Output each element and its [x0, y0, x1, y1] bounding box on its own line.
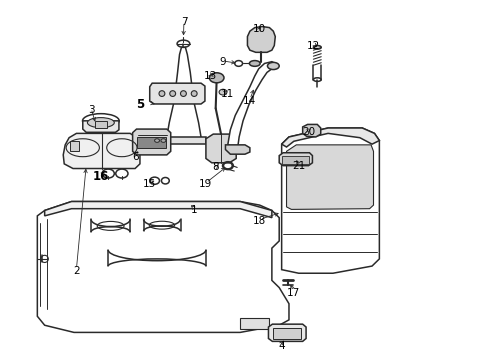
Polygon shape: [303, 125, 321, 137]
Text: 14: 14: [243, 96, 256, 106]
Text: 2: 2: [73, 266, 80, 276]
Text: 17: 17: [287, 288, 300, 298]
Polygon shape: [225, 145, 250, 154]
Polygon shape: [287, 145, 373, 210]
Polygon shape: [45, 202, 272, 218]
Polygon shape: [206, 134, 236, 163]
Text: 15: 15: [143, 179, 156, 189]
Ellipse shape: [191, 91, 197, 96]
Text: 21: 21: [292, 161, 305, 171]
Text: 6: 6: [132, 152, 138, 162]
Ellipse shape: [159, 91, 165, 96]
Text: 12: 12: [307, 41, 320, 50]
Text: 11: 11: [221, 89, 235, 99]
Polygon shape: [279, 153, 313, 166]
Text: 8: 8: [212, 162, 219, 172]
Text: 19: 19: [199, 179, 213, 189]
Bar: [240, 318, 270, 329]
Text: 5: 5: [136, 98, 144, 111]
Ellipse shape: [219, 89, 227, 95]
Text: 10: 10: [253, 24, 266, 35]
Bar: [282, 156, 310, 164]
Text: 18: 18: [253, 216, 266, 226]
Text: 9: 9: [220, 57, 226, 67]
Text: 3: 3: [88, 105, 95, 115]
Bar: [137, 137, 166, 148]
Ellipse shape: [209, 73, 224, 83]
Polygon shape: [247, 27, 275, 52]
Text: 1: 1: [191, 206, 197, 216]
Ellipse shape: [249, 60, 260, 66]
Bar: [95, 121, 107, 128]
Polygon shape: [228, 62, 278, 148]
Bar: [273, 328, 301, 338]
Ellipse shape: [161, 139, 166, 142]
Ellipse shape: [170, 91, 175, 96]
Ellipse shape: [180, 91, 186, 96]
Polygon shape: [150, 83, 205, 104]
Ellipse shape: [268, 62, 279, 69]
Text: 13: 13: [204, 71, 218, 81]
Ellipse shape: [155, 139, 159, 142]
Polygon shape: [282, 128, 379, 273]
Bar: [163, 137, 206, 144]
Bar: [70, 141, 79, 151]
Polygon shape: [133, 129, 171, 155]
Text: 4: 4: [278, 341, 285, 351]
Polygon shape: [269, 324, 306, 341]
Polygon shape: [63, 134, 140, 168]
Text: 16: 16: [93, 170, 109, 183]
Text: 20: 20: [302, 127, 315, 136]
Ellipse shape: [87, 118, 114, 128]
Polygon shape: [37, 202, 289, 332]
Polygon shape: [167, 47, 201, 141]
Ellipse shape: [314, 45, 321, 49]
Polygon shape: [83, 121, 119, 132]
Polygon shape: [282, 128, 379, 147]
Text: 7: 7: [181, 17, 187, 27]
